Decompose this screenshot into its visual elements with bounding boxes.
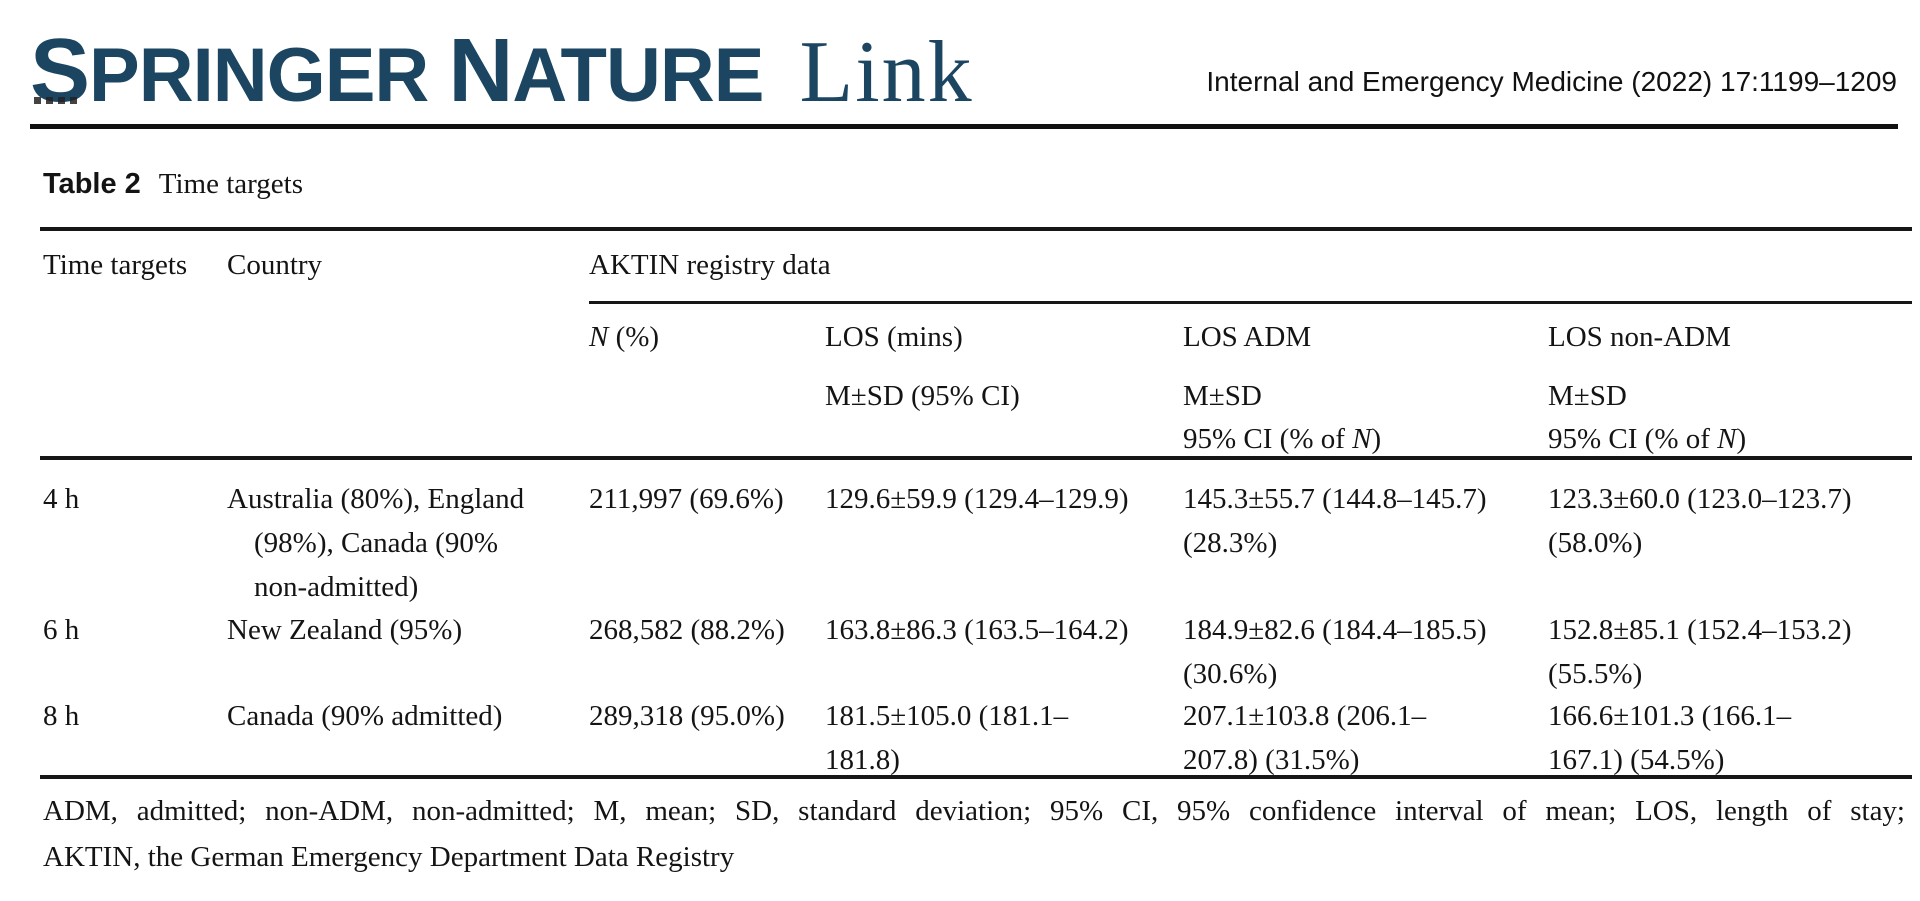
table-header-rule xyxy=(40,456,1912,460)
line: 152.8±85.1 (152.4–153.2) xyxy=(1548,614,1852,646)
ci-n-symbol: N xyxy=(1352,423,1372,455)
n-percent: (%) xyxy=(608,321,660,353)
scan-artifact xyxy=(34,97,82,104)
adm-subheader-ci: 95% CI (% of N) xyxy=(1183,417,1381,461)
cell-r2-los-non-adm: 152.8±85.1 (152.4–153.2) (55.5%) xyxy=(1548,608,1851,696)
line: New Zealand (95%) xyxy=(227,614,463,646)
los-subheader-msd: M±SD (95% CI) xyxy=(825,380,1020,412)
line: Canada (90% admitted) xyxy=(227,700,503,732)
cell-r1-los: 129.6±59.9 (129.4–129.9) xyxy=(825,477,1128,521)
cell-r3-country: Canada (90% admitted) xyxy=(227,694,502,738)
table-caption-label: Table 2 xyxy=(43,168,141,200)
line: 166.6±101.3 (166.1– xyxy=(1548,700,1792,732)
ci-text: 95% CI (% of xyxy=(1183,423,1353,455)
table-bottom-rule xyxy=(40,775,1912,779)
cell-r2-country: New Zealand (95%) xyxy=(227,608,462,652)
cell-r1-n: 211,997 (69.6%) xyxy=(589,483,784,515)
col-header-time-targets: Time targets xyxy=(43,249,188,281)
col-group-header-aktin: AKTIN registry data xyxy=(589,249,831,281)
cell-r1-los-non-adm: 123.3±60.0 (123.0–123.7) (58.0%) xyxy=(1548,477,1851,565)
line: 123.3±60.0 (123.0–123.7) xyxy=(1548,483,1852,515)
ci-n-symbol: N xyxy=(1717,423,1737,455)
col-header-los-non-adm: LOS non-ADM xyxy=(1548,321,1731,353)
line: 207.8) (31.5%) xyxy=(1183,744,1360,776)
cell-r2-time: 6 h xyxy=(43,614,80,646)
line: 145.3±55.7 (144.8–145.7) xyxy=(1183,483,1487,515)
nonadm-subheader-ci: 95% CI (% of N) xyxy=(1548,417,1746,461)
cell-r3-los-adm: 207.1±103.8 (206.1– 207.8) (31.5%) xyxy=(1183,694,1426,782)
header-divider xyxy=(30,124,1898,129)
line: Australia (80%), England xyxy=(227,483,525,515)
line: (55.5%) xyxy=(1548,658,1643,690)
journal-citation: Internal and Emergency Medicine (2022) 1… xyxy=(1206,66,1897,97)
logo-springer-rest: PRINGER xyxy=(89,33,429,118)
table-caption: Table 2 Time targets xyxy=(43,168,303,201)
line: (98%), Canada (90% xyxy=(254,527,498,559)
springer-nature-link-logo: SPRINGER NATURE Link xyxy=(30,26,974,117)
line: 207.1±103.8 (206.1– xyxy=(1183,700,1427,732)
table-top-rule xyxy=(40,227,1912,231)
line: 184.9±82.6 (184.4–185.5) xyxy=(1183,614,1487,646)
ci-text: 95% CI (% of xyxy=(1548,423,1718,455)
nonadm-subheader-msd: M±SD xyxy=(1548,380,1627,412)
col-header-los-adm: LOS ADM xyxy=(1183,321,1312,353)
line: (30.6%) xyxy=(1183,658,1278,690)
adm-subheader-msd: M±SD xyxy=(1183,380,1262,412)
table-footnote-line2: AKTIN, the German Emergency Department D… xyxy=(43,841,735,873)
ci-close: ) xyxy=(1371,423,1382,455)
line: 181.8) xyxy=(825,744,900,776)
line: (58.0%) xyxy=(1548,527,1643,559)
table-footnote-line1: ADM, admitted; non-ADM, non-admitted; M,… xyxy=(43,795,1905,827)
cell-r3-los-non-adm: 166.6±101.3 (166.1– 167.1) (54.5%) xyxy=(1548,694,1791,782)
cell-r1-los-adm: 145.3±55.7 (144.8–145.7) (28.3%) xyxy=(1183,477,1486,565)
logo-nature-initial: N xyxy=(448,21,513,121)
cell-r1-time: 4 h xyxy=(43,483,80,515)
line: non-admitted) xyxy=(254,571,419,603)
line: 181.5±105.0 (181.1– xyxy=(825,700,1069,732)
table-caption-title: Time targets xyxy=(158,168,303,200)
cell-r3-n: 289,318 (95.0%) xyxy=(589,700,785,732)
line: (28.3%) xyxy=(1183,527,1278,559)
cell-r3-los: 181.5±105.0 (181.1– 181.8) xyxy=(825,694,1068,782)
logo-springer-initial: S xyxy=(30,21,90,121)
line: 163.8±86.3 (163.5–164.2) xyxy=(825,614,1129,646)
cell-r2-los-adm: 184.9±82.6 (184.4–185.5) (30.6%) xyxy=(1183,608,1486,696)
ci-close: ) xyxy=(1736,423,1747,455)
n-symbol: N xyxy=(589,321,609,353)
col-header-country: Country xyxy=(227,249,323,281)
logo-link-word: Link xyxy=(799,24,974,121)
cell-r2-n: 268,582 (88.2%) xyxy=(589,614,785,646)
logo-nature-rest: ATURE xyxy=(512,33,764,118)
cell-r2-los: 163.8±86.3 (163.5–164.2) xyxy=(825,608,1128,652)
col-header-n: N (%) xyxy=(589,315,659,359)
line: 167.1) (54.5%) xyxy=(1548,744,1725,776)
col-header-los: LOS (mins) xyxy=(825,321,963,353)
line: 129.6±59.9 (129.4–129.9) xyxy=(825,483,1129,515)
aktin-group-rule xyxy=(589,301,1912,304)
cell-r1-country: Australia (80%), England (98%), Canada (… xyxy=(227,477,524,609)
cell-r3-time: 8 h xyxy=(43,700,80,732)
